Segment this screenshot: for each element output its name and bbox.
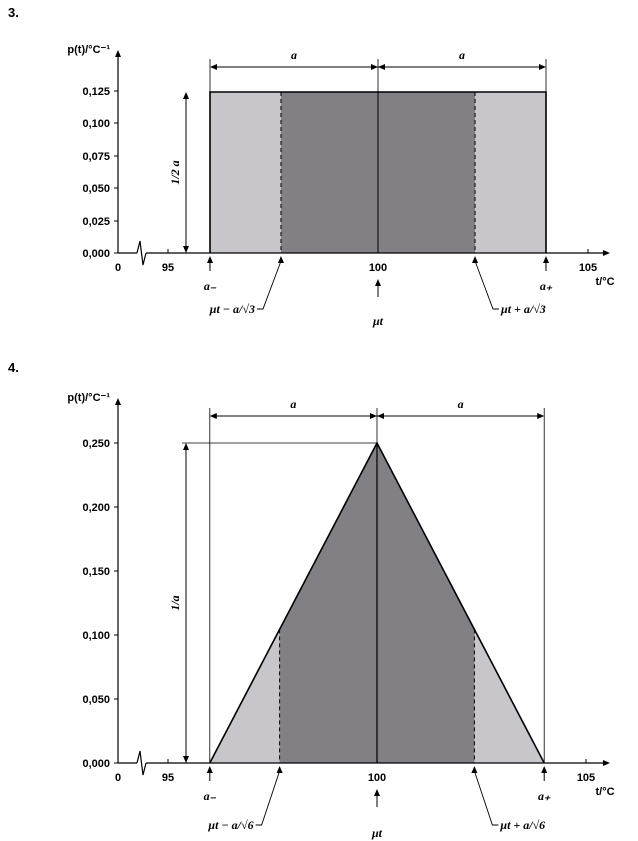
chart2-a-left-arrow-left — [209, 413, 217, 419]
chart1-a-right-arrow-left — [378, 64, 385, 70]
chart2-y-tick-label: 0,000 — [82, 758, 110, 770]
chart1-figure-number: 3. — [8, 5, 19, 20]
chart2-a-left-arrow-right — [370, 413, 377, 419]
chart1-a-plus-label: a₊ — [540, 279, 553, 293]
chart1-a-minus-label: a₋ — [204, 279, 217, 293]
chart1-mu-marker — [375, 279, 381, 286]
chart2-mu-minus-leader — [255, 770, 281, 826]
chart1-x-tick-label: 0 — [115, 262, 121, 274]
chart1-a-minus-marker — [207, 256, 213, 263]
chart1-x-tick-label: 95 — [162, 262, 174, 274]
chart1-y-axis-label: p(t)/°C⁻¹ — [67, 44, 110, 56]
chart2-x-tick-label: 0 — [115, 772, 121, 784]
chart2-a-plus-marker — [541, 766, 548, 773]
chart1-mu-minus-leader — [256, 260, 282, 310]
chart2-a-minus-marker — [206, 766, 213, 773]
chart1-height-arrow-top — [183, 92, 189, 99]
chart2-y-axis-label: p(t)/°C⁻¹ — [67, 392, 110, 404]
chart1-mu-plus-marker — [472, 256, 479, 263]
chart2-y-axis-arrow — [115, 398, 121, 405]
chart2-y-tick-label: 0,050 — [82, 694, 110, 706]
chart1-height-arrow-bottom — [183, 246, 189, 253]
chart1-x-tick-label: 105 — [579, 262, 597, 274]
chart2-x-tick-label: 105 — [577, 772, 595, 784]
chart1-y-axis-arrow — [115, 50, 121, 57]
chart1-a-right-label: a — [459, 48, 465, 62]
chart1-y-tick-label: 0,100 — [82, 118, 110, 130]
chart1-a-plus-marker — [543, 256, 549, 263]
chart1-y-tick-label: 0,075 — [82, 151, 110, 163]
chart2-mu-plus-label: μt + a/√6 — [499, 818, 545, 832]
chart2-mu-marker — [374, 789, 380, 796]
chart2-height-label: 1/a — [168, 595, 182, 610]
chart1-y-tick-label: 0,000 — [82, 248, 110, 260]
chart2-y-tick-label: 0,100 — [82, 630, 110, 642]
chart2-a-plus-label: a₊ — [538, 789, 551, 803]
chart2-a-left-label: a — [290, 397, 296, 411]
chart2-x-tick-label: 95 — [162, 772, 174, 784]
chart1-y-tick-label: 0,125 — [82, 86, 110, 98]
chart1-mu-label: μt — [372, 314, 384, 328]
chart1-x-axis-arrow — [603, 250, 610, 256]
chart1-y-tick-label: 0,025 — [82, 216, 110, 228]
chart2-y-tick-label: 0,200 — [82, 502, 110, 514]
chart1-y-tick-label: 0,050 — [82, 183, 110, 195]
chart1-x-axis-label: t/°C — [595, 276, 614, 288]
chart2-a-right-label: a — [458, 397, 464, 411]
chart1-a-left-arrow-left — [210, 64, 217, 70]
chart1-axis-break-icon — [136, 240, 147, 266]
chart2-x-tick-label: 100 — [368, 772, 386, 784]
chart2-mu-plus-leader — [473, 770, 499, 826]
chart2-x-axis-label: t/°C — [595, 786, 614, 798]
chart2-x-axis-arrow — [603, 760, 610, 766]
chart2-mu-label: μt — [371, 826, 383, 840]
chart2-height-arrow-bottom — [183, 756, 189, 763]
chart1-height-label: 1/2 a — [168, 160, 182, 184]
chart1-a-left-arrow-right — [371, 64, 378, 70]
chart2-a-right-arrow-right — [537, 413, 545, 419]
chart2-mu-minus-marker — [276, 766, 283, 773]
chart1-mu-minus-label: μt − a/√3 — [209, 302, 255, 316]
chart2-mu-minus-label: μt − a/√6 — [207, 818, 253, 832]
chart2-y-tick-label: 0,250 — [82, 438, 110, 450]
chart2-a-minus-label: a₋ — [204, 789, 217, 803]
chart1-x-tick-label: 100 — [369, 262, 387, 274]
chart2-y-tick-label: 0,150 — [82, 566, 110, 578]
chart2-axis-break-icon — [136, 750, 147, 776]
chart2-mu-plus-marker — [471, 766, 478, 773]
chart1-mu-plus-label: μt + a/√3 — [500, 302, 546, 316]
chart2-a-right-arrow-left — [377, 413, 384, 419]
chart2-figure-number: 4. — [8, 360, 19, 375]
chart2-height-arrow-top — [183, 443, 189, 450]
chart1-a-right-arrow-right — [539, 64, 546, 70]
chart1-a-left-label: a — [291, 48, 297, 62]
chart1-mu-plus-leader — [474, 260, 500, 310]
chart1-mu-minus-marker — [277, 256, 284, 263]
